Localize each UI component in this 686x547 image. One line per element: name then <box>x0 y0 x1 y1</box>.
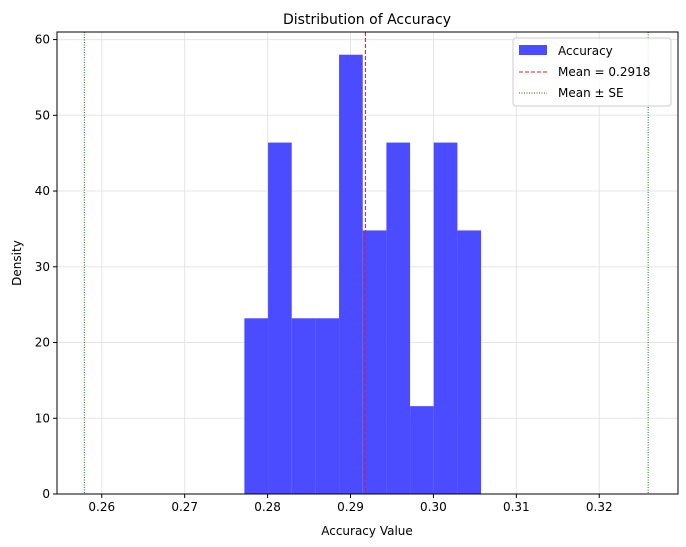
x-tick-label: 0.32 <box>586 500 613 514</box>
ticks: 0.26 0.27 0.28 0.29 0.30 0.31 0.32 0 10 20 30 40 50 6… <box>35 33 613 514</box>
histogram-bar <box>268 142 292 495</box>
legend-swatch-accuracy <box>519 45 547 55</box>
legend: Accuracy Mean = 0.2918 Mean ± SE <box>512 37 672 107</box>
x-tick-label: 0.30 <box>420 500 447 514</box>
y-tick-label: 30 <box>35 260 50 274</box>
legend-label-accuracy: Accuracy <box>558 44 613 58</box>
y-tick-label: 50 <box>35 108 50 122</box>
y-tick-label: 40 <box>35 184 50 198</box>
histogram-bar <box>433 142 458 495</box>
x-tick-label: 0.31 <box>503 500 530 514</box>
bars <box>244 54 482 495</box>
legend-label-se: Mean ± SE <box>558 86 624 100</box>
x-tick-label: 0.27 <box>171 500 198 514</box>
y-tick-label: 0 <box>42 487 50 501</box>
plot-frame <box>56 31 679 495</box>
histogram-bar <box>291 318 316 494</box>
x-tick-label: 0.28 <box>254 500 281 514</box>
y-tick-label: 60 <box>35 33 50 47</box>
y-tick-label: 20 <box>35 336 50 350</box>
x-axis-label: Accuracy Value <box>321 524 413 538</box>
histogram-bar <box>410 406 434 494</box>
y-axis-label: Density <box>10 240 24 286</box>
y-tick-label: 10 <box>35 411 50 425</box>
histogram-bar <box>244 318 269 494</box>
x-tick-label: 0.29 <box>337 500 364 514</box>
histogram-bar <box>457 230 482 494</box>
legend-label-mean: Mean = 0.2918 <box>558 65 650 79</box>
reference-lines <box>83 32 649 494</box>
chart-title: Distribution of Accuracy <box>283 12 451 28</box>
x-tick-label: 0.26 <box>88 500 115 514</box>
histogram-bar <box>315 318 340 494</box>
histogram-bar <box>362 230 387 494</box>
histogram-bar <box>386 142 411 495</box>
histogram-bar <box>339 54 363 494</box>
